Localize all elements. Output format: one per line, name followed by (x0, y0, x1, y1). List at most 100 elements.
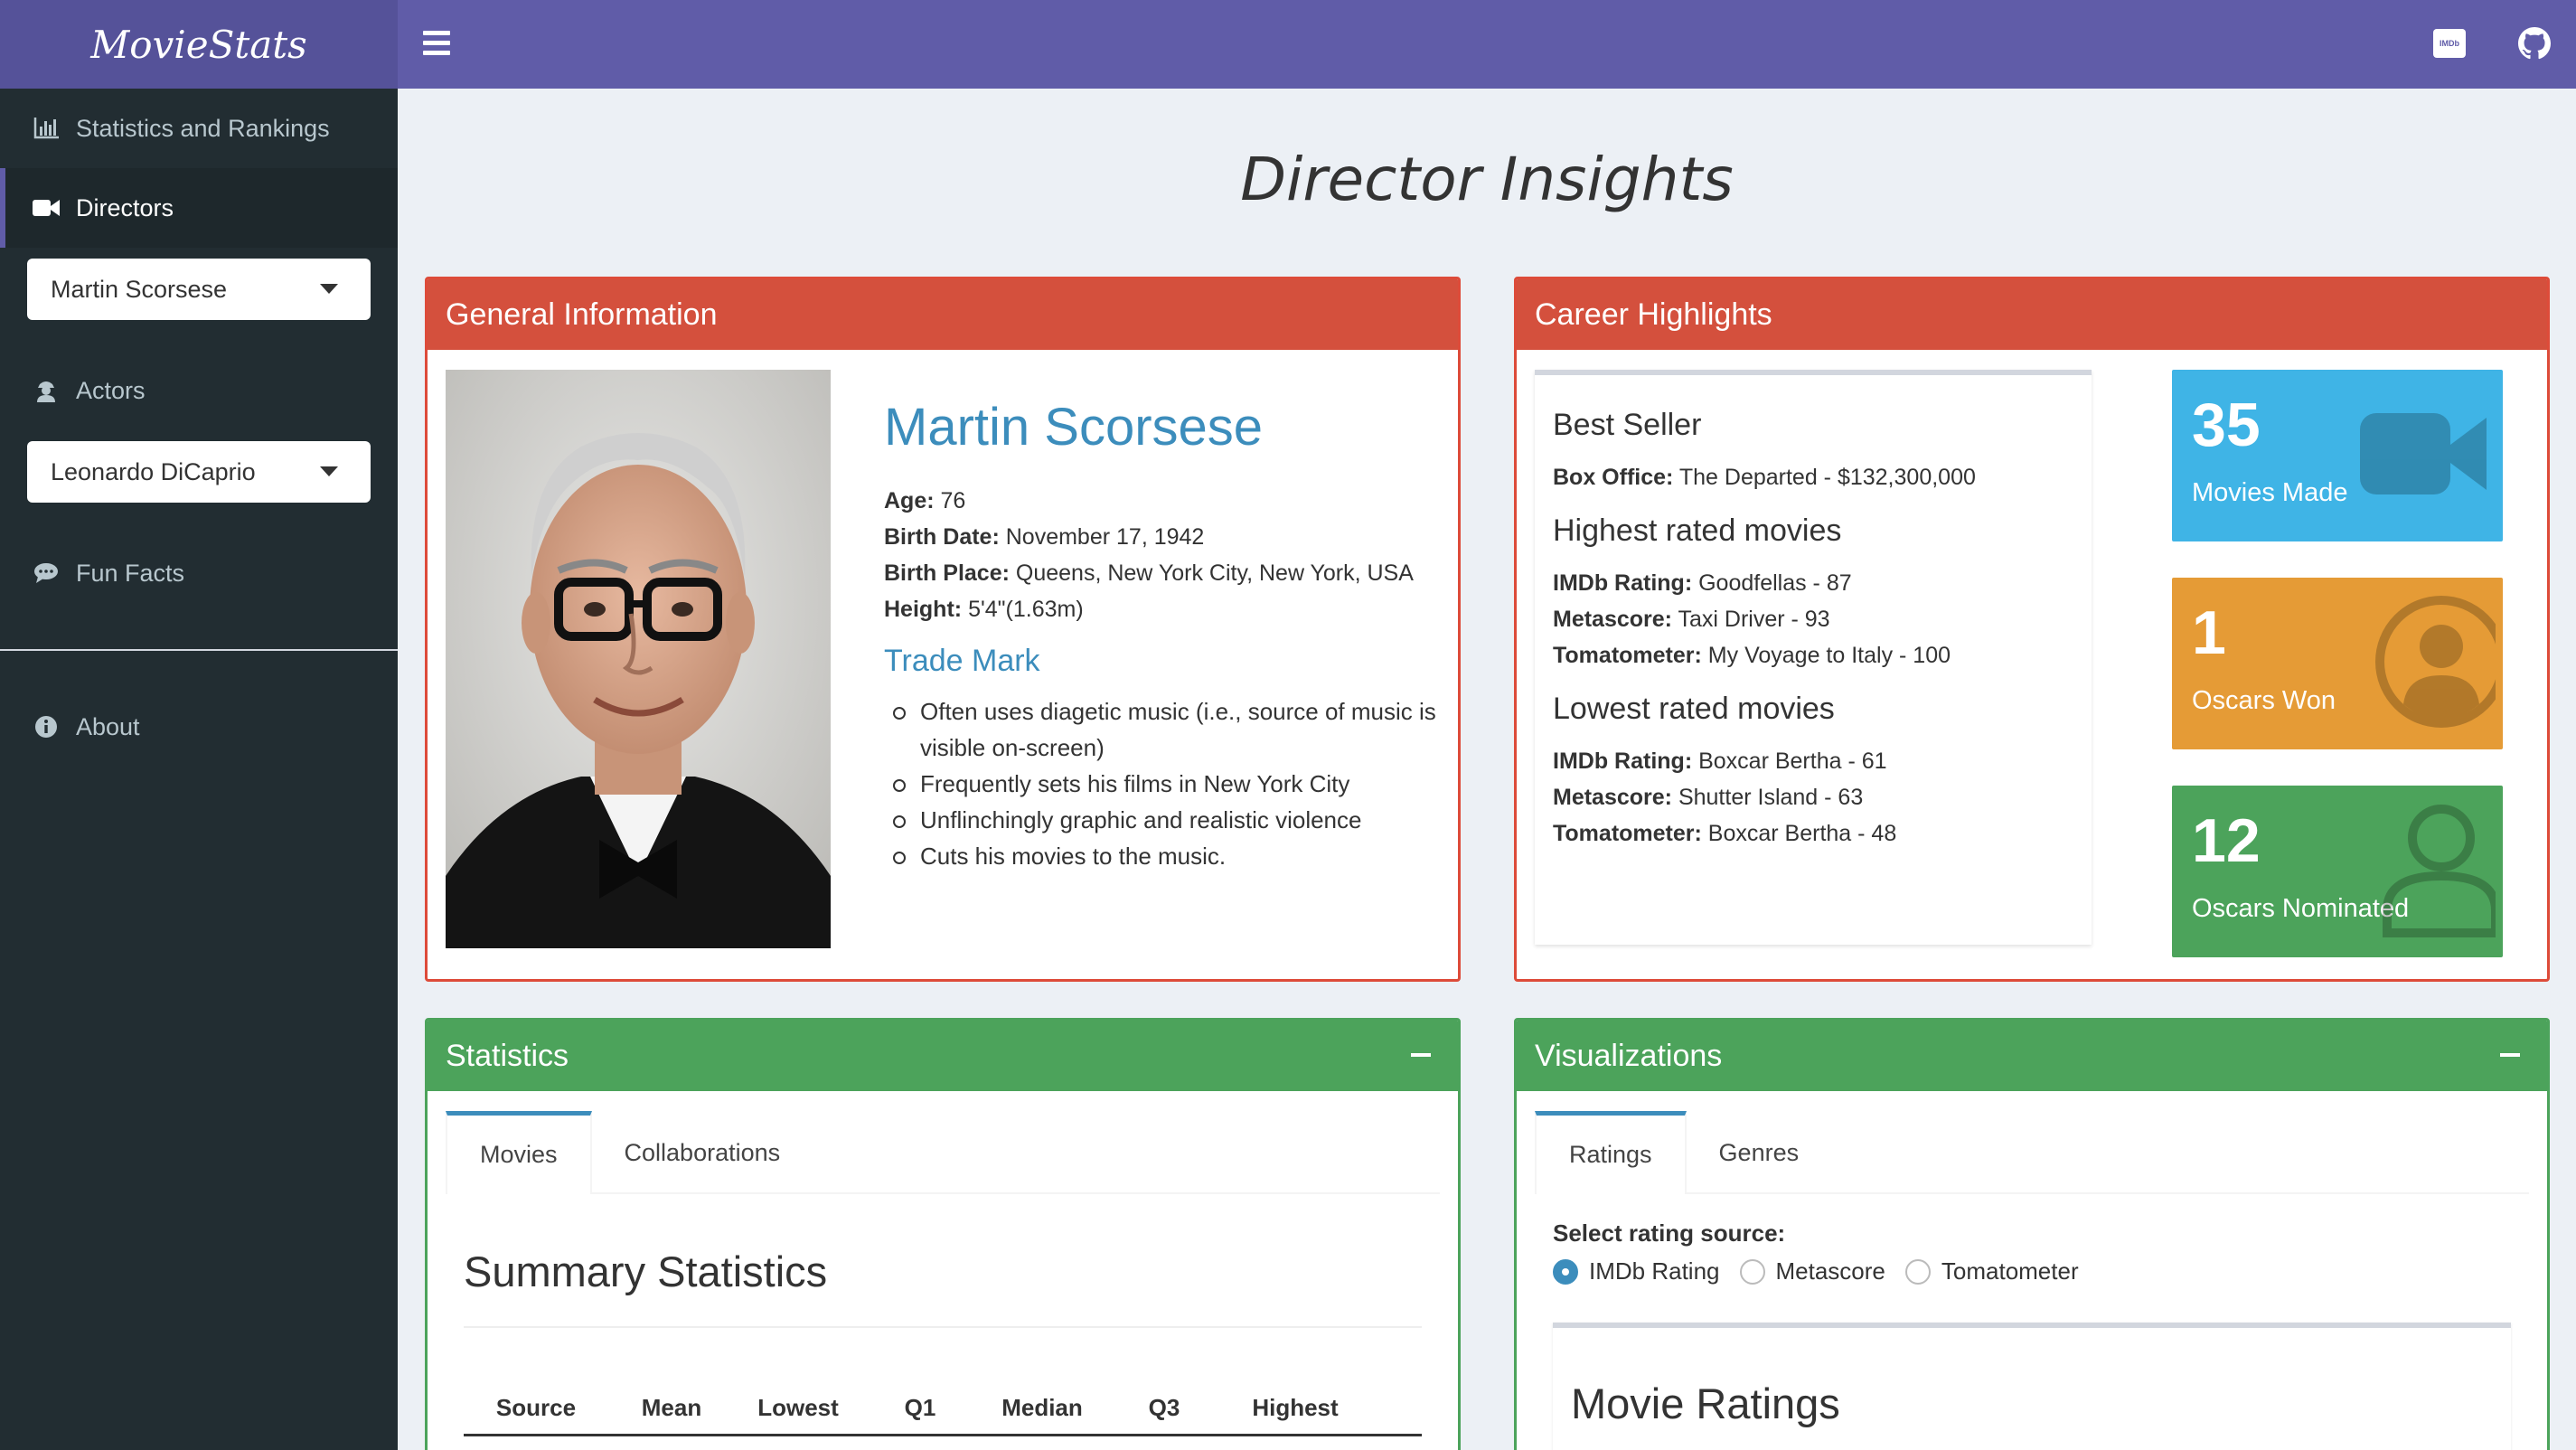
highlights-card: Best Seller Box Office: The Departed - $… (1535, 370, 2092, 945)
column-header[interactable]: Q1 (904, 1394, 936, 1421)
statistics-header: Statistics (428, 1021, 1458, 1091)
sidebar-item-statistics[interactable]: Statistics and Rankings (0, 89, 398, 168)
minus-icon[interactable] (1411, 1053, 1431, 1057)
sidebar-item-label: About (76, 712, 140, 740)
director-select-value: Martin Scorsese (51, 275, 228, 303)
github-icon[interactable] (2518, 27, 2551, 60)
movie-ratings-card: Movie Ratings (1553, 1323, 2511, 1450)
summary-table-header: Source Mean Lowest Q1 Median Q3 Highest (464, 1382, 1422, 1436)
visualizations-tabs: Ratings Genres (1535, 1111, 2529, 1194)
column-header[interactable]: Q3 (1148, 1394, 1180, 1421)
movie-ratings-title: Movie Ratings (1571, 1379, 1840, 1427)
best-seller-title: Best Seller (1553, 408, 1702, 442)
radio-circle[interactable] (1739, 1258, 1765, 1285)
oscars-won-count: 1 (2192, 598, 2226, 667)
list-item: Unflinchingly graphic and realistic viol… (893, 802, 1440, 838)
movies-made-label: Movies Made (2192, 478, 2348, 507)
list-item: Cuts his movies to the music. (893, 838, 1440, 874)
radio-circle[interactable] (1904, 1258, 1931, 1285)
age-row: Age: 76 (884, 488, 966, 513)
user-icon (2383, 805, 2496, 937)
highest-tomatometer-row: Tomatometer: My Voyage to Italy - 100 (1553, 643, 1951, 668)
tab-genres[interactable]: Genres (1718, 1138, 1800, 1166)
user-secret-icon (33, 377, 60, 404)
column-header[interactable]: Highest (1252, 1394, 1339, 1421)
highest-rated-title: Highest rated movies (1553, 513, 1842, 548)
oscars-nominated-label: Oscars Nominated (2192, 894, 2410, 923)
column-header[interactable]: Median (1001, 1394, 1083, 1421)
radio-metascore[interactable]: Metascore (1739, 1257, 1885, 1285)
page-title: Director Insights (1240, 145, 1734, 214)
visualizations-title: Visualizations (1535, 1038, 1723, 1073)
bar-chart-icon (33, 115, 60, 142)
radio-tomatometer[interactable]: Tomatometer (1904, 1257, 2079, 1285)
career-highlights-box: Career Highlights Best Seller Box Office… (1514, 277, 2550, 982)
chevron-down-icon (320, 466, 338, 476)
sidebar-item-about[interactable]: About (0, 687, 398, 767)
sidebar-item-label: Statistics and Rankings (76, 114, 330, 142)
birth-date-row: Birth Date: November 17, 1942 (884, 524, 1205, 550)
column-header[interactable]: Source (495, 1394, 577, 1421)
rating-source-label: Select rating source: (1553, 1219, 1786, 1247)
top-navbar: IMDb (398, 0, 2576, 89)
highest-metascore-row: Metascore: Taxi Driver - 93 (1553, 607, 1830, 632)
summary-divider (464, 1326, 1422, 1328)
list-item: Frequently sets his films in New York Ci… (893, 766, 1440, 802)
director-select[interactable]: Martin Scorsese (27, 259, 371, 320)
sidebar-item-fun-facts[interactable]: Fun Facts (0, 533, 398, 613)
video-camera-icon (33, 194, 60, 221)
tab-collaborations[interactable]: Collaborations (624, 1138, 781, 1166)
sidebar-item-directors[interactable]: Directors (0, 168, 398, 248)
actor-select[interactable]: Leonardo DiCaprio (27, 441, 371, 503)
oscars-nominated-stat: 12 Oscars Nominated (2172, 786, 2503, 957)
minus-icon[interactable] (2500, 1053, 2520, 1057)
visualizations-box: Visualizations Ratings Genres Select rat… (1514, 1018, 2550, 1450)
sidebar-item-label: Directors (76, 193, 174, 221)
info-circle-icon (33, 713, 60, 740)
movies-made-stat: 35 Movies Made (2172, 370, 2503, 541)
statistics-tabs: Movies Collaborations (446, 1111, 1440, 1194)
birth-date-value: November 17, 1942 (1005, 524, 1205, 550)
lowest-tomatometer-row: Tomatometer: Boxcar Bertha - 48 (1553, 821, 1897, 846)
user-circle-icon (2375, 596, 2496, 728)
age-value: 76 (940, 488, 966, 513)
oscars-won-stat: 1 Oscars Won (2172, 578, 2503, 749)
sidebar: Statistics and Rankings Directors Martin… (0, 89, 398, 1450)
radio-circle[interactable] (1553, 1258, 1578, 1285)
column-header[interactable]: Mean (641, 1394, 702, 1421)
rating-source-radios: IMDb Rating Metascore Tomatometer (1553, 1257, 2099, 1285)
lowest-imdb-row: IMDb Rating: Boxcar Bertha - 61 (1553, 749, 1887, 774)
video-camera-icon (2360, 413, 2487, 494)
list-item: Often uses diagetic music (i.e., source … (893, 693, 1440, 766)
general-information-box: General Information (425, 277, 1461, 982)
summary-statistics-title: Summary Statistics (464, 1248, 828, 1295)
actor-select-value: Leonardo DiCaprio (51, 457, 256, 485)
height-value: 5'4"(1.63m) (968, 597, 1084, 622)
career-highlights-header: Career Highlights (1517, 279, 2547, 350)
sidebar-item-actors[interactable]: Actors (0, 351, 398, 430)
general-information-header: General Information (428, 279, 1458, 350)
birth-place-value: Queens, New York City, New York, USA (1015, 560, 1414, 586)
lowest-rated-title: Lowest rated movies (1553, 692, 1835, 726)
sidebar-item-label: Actors (76, 376, 146, 404)
statistics-title: Statistics (446, 1038, 569, 1073)
radio-imdb-rating[interactable]: IMDb Rating (1553, 1257, 1720, 1285)
sidebar-toggle-icon[interactable] (423, 31, 450, 56)
tab-ratings[interactable]: Ratings (1535, 1111, 1687, 1194)
imdb-icon[interactable]: IMDb (2433, 29, 2466, 58)
column-header[interactable]: Lowest (757, 1394, 839, 1421)
trade-mark-title: Trade Mark (884, 644, 1040, 678)
tab-movies[interactable]: Movies (446, 1111, 592, 1194)
oscars-won-label: Oscars Won (2192, 686, 2336, 715)
app-logo[interactable]: MovieStats (0, 0, 398, 89)
director-info: Martin Scorsese Age: 76 Birth Date: Nove… (884, 397, 1440, 874)
oscars-nominated-count: 12 (2192, 806, 2261, 875)
movies-made-count: 35 (2192, 391, 2261, 459)
trade-mark-list: Often uses diagetic music (i.e., source … (884, 693, 1440, 874)
statistics-box: Statistics Movies Collaborations Summary… (425, 1018, 1461, 1450)
highest-imdb-row: IMDb Rating: Goodfellas - 87 (1553, 570, 1852, 596)
chevron-down-icon (320, 284, 338, 294)
sidebar-item-label: Fun Facts (76, 559, 185, 587)
comments-icon (33, 560, 60, 587)
director-photo (446, 370, 831, 948)
